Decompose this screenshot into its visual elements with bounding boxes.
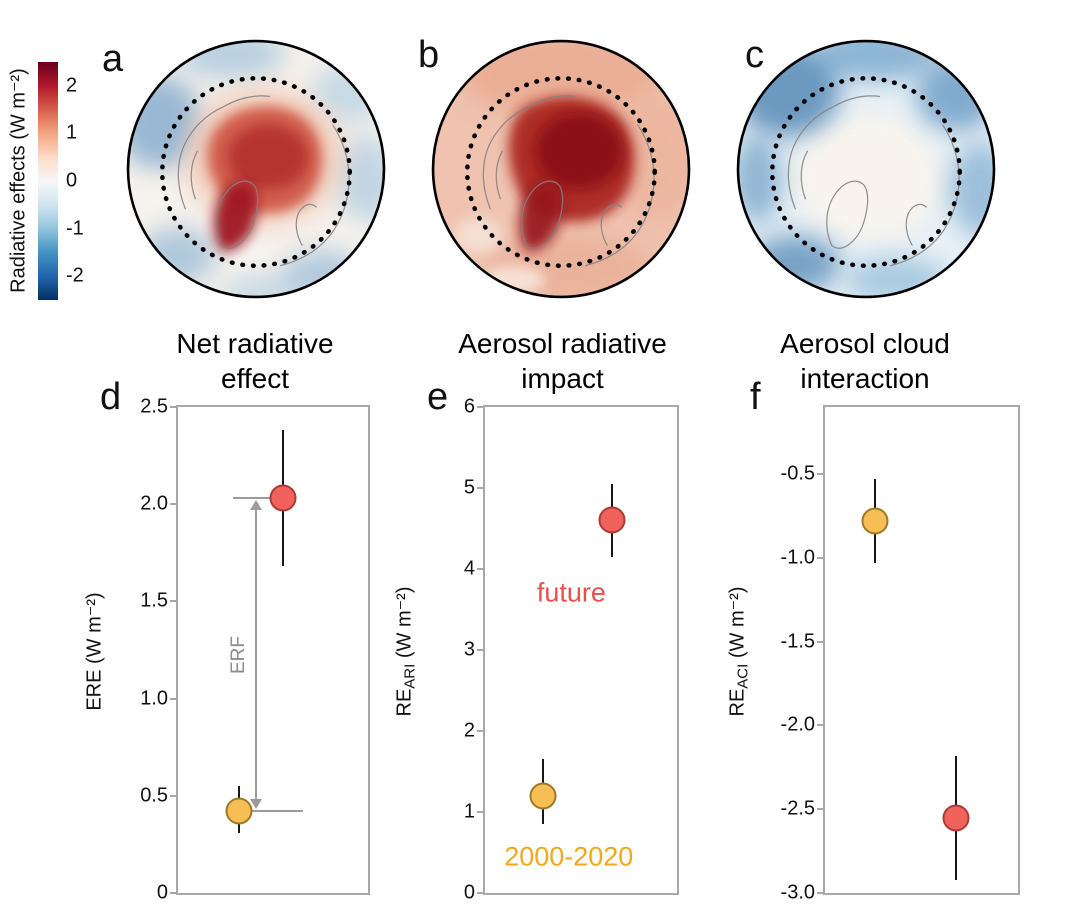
y-tick-mark: [477, 729, 485, 732]
y-tick-label: 5: [463, 476, 475, 499]
y-tick-mark: [477, 811, 485, 813]
erf-arrowhead-up: [249, 500, 262, 511]
y-tick-mark: [817, 556, 825, 559]
y-tick-mark: [477, 486, 485, 489]
y-tick-mark: [817, 724, 825, 727]
y-tick-label: -3.0: [780, 881, 815, 904]
y-tick-label: 6: [463, 395, 475, 418]
chart-annotation-future: future: [536, 577, 606, 608]
y-tick-mark: [170, 406, 178, 408]
reference-line-low: [238, 810, 304, 813]
map-net-radiative-effect: [126, 39, 386, 299]
y-tick-mark: [170, 600, 178, 603]
y-tick-label: 2.0: [140, 492, 168, 515]
y-tick-label: 2: [463, 719, 475, 742]
data-point-2000-2020: [861, 507, 889, 535]
panel-letter-d: d: [100, 376, 122, 418]
colorbar-tick-label: -2: [66, 264, 84, 287]
y-axis-label-subscript: ACI: [734, 663, 752, 689]
y-tick-label: 2.5: [140, 395, 168, 418]
y-axis-label-units: (W m⁻²): [83, 592, 106, 670]
reference-line-high: [233, 497, 283, 500]
y-tick-mark: [817, 808, 825, 811]
data-point-2000-2020: [529, 782, 557, 810]
y-axis-label-e: REARI (W m⁻²): [392, 539, 419, 765]
map-outline: [431, 39, 691, 299]
y-axis-label-f: REACI (W m⁻²): [725, 539, 752, 765]
colorbar-tick-label: 0: [66, 169, 78, 192]
y-axis-label-text: ERE: [83, 669, 106, 711]
y-axis-label-text: RE: [393, 688, 416, 717]
colorbar-ticks: 2 1 0 -1 -2: [66, 62, 110, 300]
y-tick-mark: [170, 892, 178, 894]
data-point-2000-2020: [225, 797, 253, 825]
y-tick-mark: [170, 697, 178, 700]
map-title-aerosol-cloud-interaction: Aerosol cloud interaction: [780, 328, 950, 394]
y-axis-label-subscript: ARI: [401, 663, 419, 689]
erf-arrowhead-down: [249, 799, 262, 810]
data-point-future: [269, 484, 296, 512]
y-tick-label: 0: [463, 881, 475, 904]
y-tick-label: 1: [463, 800, 475, 823]
map-title-aerosol-radiative-impact: Aerosol radiative impact: [458, 328, 667, 394]
panel-letter-c: c: [745, 34, 764, 76]
plot-aerosol-radiative-impact: 0 1 2 3 4 5 6 future 2000-2020: [464, 396, 679, 904]
map-outline: [736, 39, 996, 299]
y-tick-label: -0.5: [780, 462, 815, 485]
y-axis-label-units: (W m⁻²): [726, 586, 749, 664]
colorbar-tick-label: -1: [66, 217, 84, 240]
y-tick-mark: [477, 892, 485, 894]
y-tick-mark: [170, 794, 178, 797]
y-tick-label: 1.5: [140, 589, 168, 612]
y-tick-label: -2.5: [780, 797, 815, 820]
panel-letter-a: a: [102, 38, 124, 80]
erf-arrow-line: [254, 502, 257, 808]
y-tick-mark: [170, 503, 178, 506]
erf-label: ERF: [227, 635, 249, 674]
y-tick-label: -1.5: [780, 630, 815, 653]
y-tick-label: 0.5: [140, 784, 168, 807]
data-point-future: [598, 506, 626, 534]
y-tick-mark: [477, 567, 485, 570]
y-tick-label: 3: [463, 638, 475, 661]
y-tick-label: -2.0: [780, 713, 815, 736]
chart-annotation-2000-2020: 2000-2020: [504, 841, 634, 872]
arctic-dotted-circle: [465, 76, 657, 269]
colorbar-label: Radiative effects (W m⁻²): [7, 68, 30, 293]
colorbar-tick-label: 2: [66, 74, 78, 97]
plot-aerosol-cloud-interaction: -0.5 -1.0 -1.5 -2.0 -2.5 -3.0: [781, 405, 1020, 904]
y-tick-label: 1.0: [140, 687, 168, 710]
panel-letter-e: e: [427, 376, 449, 418]
y-tick-mark: [477, 406, 485, 408]
y-tick-mark: [817, 892, 825, 894]
y-axis-label-units: (W m⁻²): [393, 586, 416, 664]
map-title-net-radiative-effect: Net radiative effect: [176, 328, 334, 394]
y-axis-label-text: RE: [726, 688, 749, 717]
map-outline: [126, 39, 386, 299]
panel-letter-f: f: [750, 376, 761, 418]
y-tick-mark: [477, 649, 485, 651]
plot-net-radiative-effect: 0 0.5 1.0 1.5 2.0 2.5 ERF: [140, 396, 370, 904]
map-aerosol-cloud-interaction: [736, 39, 996, 299]
data-point-future: [942, 804, 970, 832]
arctic-dotted-circle: [770, 76, 962, 269]
y-tick-mark: [817, 640, 825, 643]
y-axis-label-d: ERE (W m⁻²): [82, 539, 109, 765]
panel-letter-b: b: [418, 34, 440, 76]
y-tick-label: 0: [156, 881, 168, 904]
colorbar-gradient: [38, 62, 58, 300]
y-tick-label: 4: [463, 557, 475, 580]
arctic-dotted-circle: [160, 76, 352, 269]
map-aerosol-radiative-impact: [431, 39, 691, 299]
y-tick-mark: [817, 473, 825, 476]
colorbar-tick-label: 1: [66, 121, 78, 144]
y-tick-label: -1.0: [780, 546, 815, 569]
